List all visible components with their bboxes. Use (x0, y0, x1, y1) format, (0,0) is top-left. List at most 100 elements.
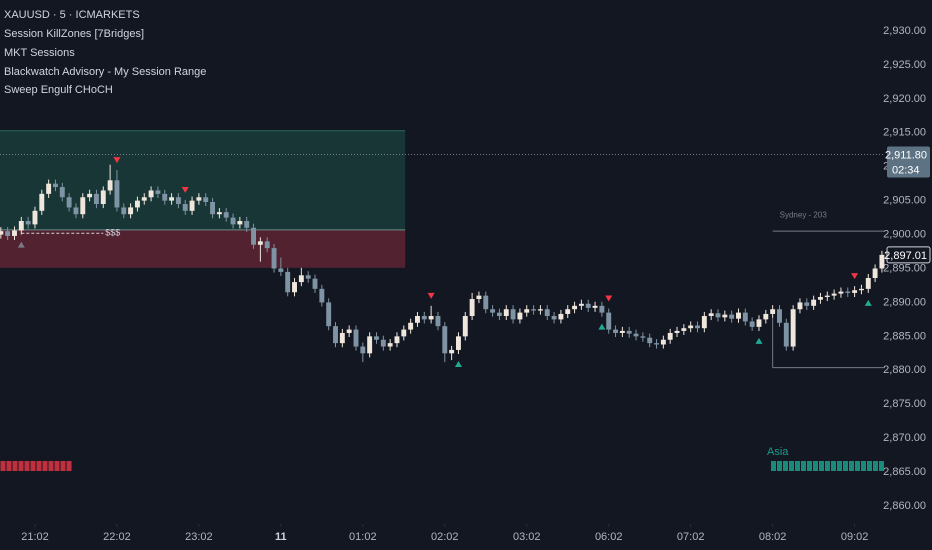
candle-body (271, 248, 277, 269)
session-marker (813, 461, 818, 471)
candle-body (5, 231, 11, 236)
candle-body (360, 346, 366, 354)
candle-body (169, 197, 175, 201)
candle-body (162, 193, 168, 201)
candle-body (558, 313, 564, 320)
candle-body (189, 200, 195, 211)
session-marker (42, 461, 48, 471)
candle-body (326, 302, 332, 327)
candle-body (449, 349, 455, 354)
session-zone (0, 130, 406, 230)
candle-body (442, 326, 448, 354)
candle-body (46, 183, 52, 194)
candle-body (12, 230, 17, 236)
candle-body (203, 197, 209, 202)
x-tick-label: 22:02 (103, 531, 131, 543)
candle-body (455, 336, 461, 350)
candle-body (25, 221, 31, 225)
y-tick-label: 2,895.00 (883, 262, 926, 274)
candle-body (408, 322, 414, 330)
sweep-label: $$$ (105, 228, 120, 238)
candle-body (865, 278, 871, 289)
candle-body (93, 193, 99, 205)
candle-body (32, 210, 38, 225)
candle-body (244, 221, 250, 228)
session-marker (849, 461, 854, 471)
candle-body (674, 330, 680, 333)
candle-body (858, 288, 864, 291)
candle-body (210, 202, 216, 215)
candle-body (469, 299, 475, 316)
candle-body (285, 271, 291, 293)
candle-body (490, 309, 496, 313)
candle-body (852, 290, 858, 293)
candle-body (421, 316, 427, 320)
y-tick-label: 2,870.00 (883, 432, 926, 444)
candle-body (797, 302, 803, 310)
candle-body (565, 309, 571, 314)
candle-body (251, 227, 256, 245)
y-tick-label: 2,905.00 (883, 195, 926, 207)
candle-body (544, 309, 550, 316)
session-marker (825, 461, 830, 471)
session-marker (819, 461, 824, 471)
session-marker (807, 461, 812, 471)
candle-body (483, 295, 489, 310)
candle-body (80, 197, 86, 215)
candle-body (428, 316, 434, 320)
candle-body (53, 183, 58, 188)
candle-body (763, 313, 769, 320)
candle-body (660, 339, 666, 345)
candle-body (790, 309, 796, 347)
candle-body (804, 302, 810, 306)
session-marker (783, 461, 788, 471)
sell-signal (851, 273, 859, 280)
x-tick-label: 02:02 (431, 531, 459, 543)
x-tick-label: 07:02 (677, 531, 705, 543)
buy-signal (864, 299, 872, 306)
candle-body (59, 187, 65, 198)
candle-body (722, 314, 728, 318)
candle-body (353, 329, 359, 347)
session-marker (54, 461, 60, 471)
candle-body (845, 291, 851, 293)
x-tick-label: 11 (275, 531, 287, 543)
candle-body (783, 322, 789, 347)
candle-body (374, 336, 379, 340)
candle-body (510, 309, 516, 320)
candle-body (824, 295, 830, 297)
candle-body (599, 305, 605, 313)
x-tick-label: 09:02 (841, 531, 869, 543)
y-tick-label: 2,915.00 (883, 127, 926, 139)
candle-body (517, 312, 523, 320)
session-marker (801, 461, 806, 471)
x-tick-label: 08:02 (759, 531, 787, 543)
candle-body (708, 313, 714, 316)
candle-body (531, 309, 537, 311)
countdown-label: 02:34 (892, 164, 920, 176)
candle-body (592, 305, 598, 308)
candle-body (838, 291, 844, 294)
ref-price-label: 2,911.80 (885, 149, 927, 161)
last-price-badge (886, 246, 931, 264)
candle-body (496, 312, 502, 316)
y-tick-label: 2,885.00 (883, 330, 926, 342)
y-tick-label: 2,930.00 (883, 25, 926, 37)
candle-body (572, 305, 578, 310)
candle-body (701, 316, 707, 329)
candle-body (619, 330, 625, 333)
candle-body (831, 293, 837, 296)
candle-body (155, 190, 161, 194)
session-marker (789, 461, 794, 471)
candle-body (39, 193, 45, 211)
candle-body (578, 303, 584, 306)
session-marker (66, 461, 72, 471)
y-tick-label: 2,880.00 (883, 364, 926, 376)
session-marker (855, 461, 860, 471)
sell-signal (113, 157, 121, 164)
session-marker (771, 461, 776, 471)
session-marker (843, 461, 848, 471)
candle-body (18, 221, 24, 231)
x-tick-label: 03:02 (513, 531, 541, 543)
